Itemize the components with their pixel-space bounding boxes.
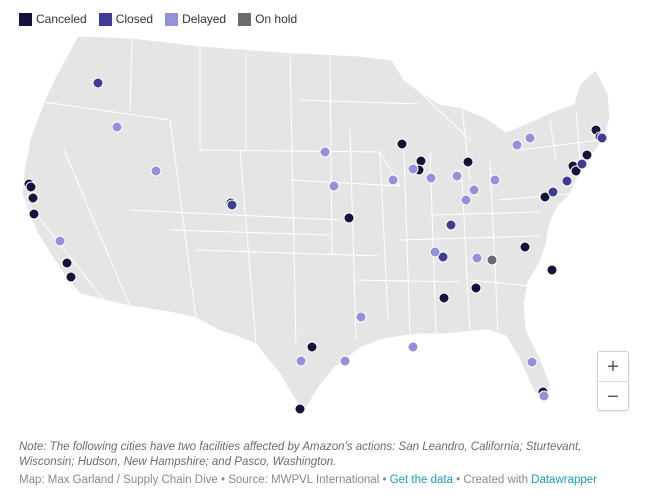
map-point[interactable] [596,132,608,144]
map-legend: Canceled Closed Delayed On hold [19,12,309,26]
map-point[interactable] [54,235,66,247]
map-point[interactable] [415,155,427,167]
points-on-hold [486,254,498,266]
legend-item-closed: Closed [98,12,154,26]
map-point[interactable] [438,292,450,304]
map-point[interactable] [226,199,238,211]
map-point[interactable] [526,356,538,368]
map-point[interactable] [486,254,498,266]
map-point[interactable] [445,219,457,231]
map-point[interactable] [294,403,306,415]
us-map-svg[interactable] [0,30,664,430]
map-point[interactable] [407,163,419,175]
map-point[interactable] [451,170,463,182]
map-note: Note: The following cities have two faci… [19,441,582,468]
map-point[interactable] [295,355,307,367]
map-point[interactable] [407,341,419,353]
us-map[interactable] [0,30,664,430]
state-borders [21,37,601,347]
map-point[interactable] [425,172,437,184]
map-point[interactable] [538,390,550,402]
zoom-controls: + − [597,351,629,411]
footer-separator: • Created with [452,474,532,486]
map-point[interactable] [581,149,593,161]
map-point[interactable] [61,257,73,269]
map-point[interactable] [437,251,449,263]
points-delayed [54,121,550,402]
legend-swatch-closed [98,12,112,26]
map-point[interactable] [460,194,472,206]
datawrapper-link[interactable]: Datawrapper [531,474,597,486]
map-point[interactable] [111,121,123,133]
map-point[interactable] [339,355,351,367]
map-point[interactable] [28,208,40,220]
map-point[interactable] [328,180,340,192]
map-point[interactable] [355,311,367,323]
map-point[interactable] [524,132,536,144]
zoom-in-button[interactable]: + [598,352,628,382]
legend-label-on-hold: On hold [255,12,298,26]
map-point[interactable] [462,156,474,168]
map-point[interactable] [429,246,441,258]
legend-label-delayed: Delayed [182,12,227,26]
map-point[interactable] [511,139,523,151]
map-point[interactable] [570,165,582,177]
legend-label-canceled: Canceled [36,12,87,26]
map-point[interactable] [546,264,558,276]
legend-swatch-on-hold [238,12,252,26]
map-point[interactable] [306,341,318,353]
legend-label-closed: Closed [115,12,154,26]
map-point[interactable] [470,282,482,294]
legend-swatch-delayed [165,12,179,26]
map-point[interactable] [519,241,531,253]
map-point[interactable] [561,175,573,187]
map-point[interactable] [396,138,408,150]
map-point[interactable] [92,77,104,89]
map-point[interactable] [319,146,331,158]
map-footer: Map: Max Garland / Supply Chain Dive • S… [19,474,597,486]
points-canceled [23,124,606,415]
us-land [21,35,611,413]
map-point[interactable] [343,212,355,224]
map-point[interactable] [489,174,501,186]
map-point[interactable] [25,181,37,193]
map-point[interactable] [387,174,399,186]
legend-swatch-canceled [19,12,32,26]
map-point[interactable] [539,191,551,203]
legend-item-on-hold: On hold [238,12,297,26]
map-point[interactable] [471,252,483,264]
footer-credit: Map: Max Garland / Supply Chain Dive • S… [19,474,390,486]
map-point[interactable] [576,158,588,170]
map-point[interactable] [65,271,77,283]
points-closed [92,77,608,263]
map-point[interactable] [150,165,162,177]
map-point[interactable] [468,184,480,196]
legend-item-canceled: Canceled [19,12,87,26]
map-point[interactable] [27,192,39,204]
map-point[interactable] [547,186,559,198]
legend-item-delayed: Delayed [165,12,226,26]
get-the-data-link[interactable]: Get the data [389,474,453,486]
zoom-out-button[interactable]: − [607,385,619,408]
